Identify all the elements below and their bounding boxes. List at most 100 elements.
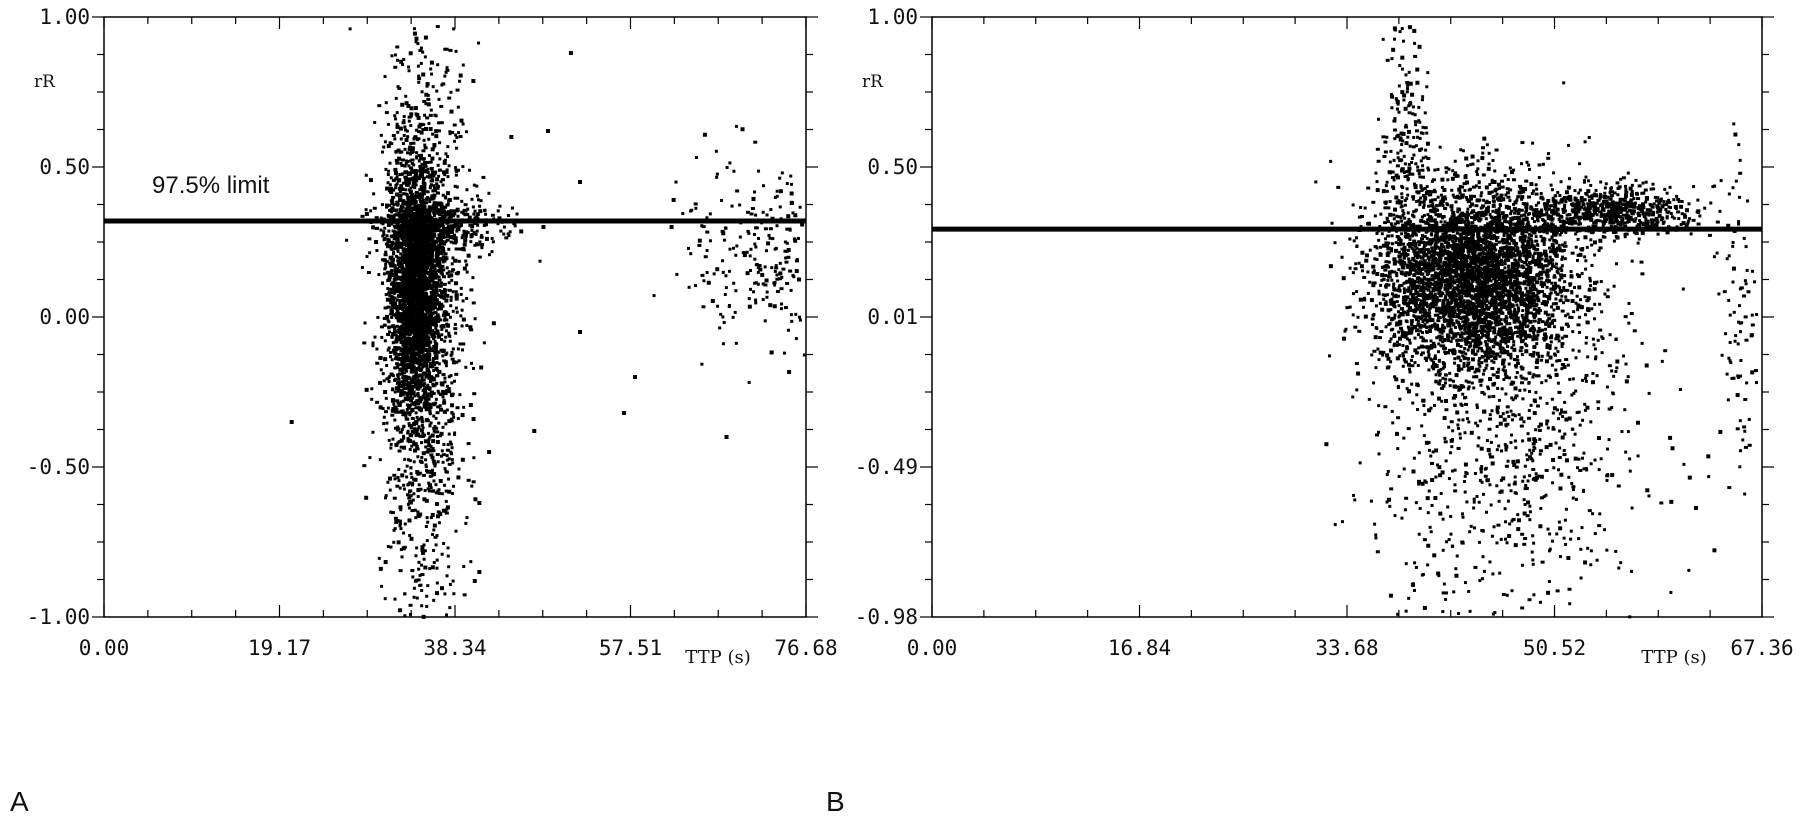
- data-point: [742, 254, 747, 258]
- data-point: [415, 367, 419, 371]
- data-point: [396, 178, 401, 183]
- data-point: [444, 364, 448, 368]
- data-point: [389, 355, 393, 359]
- data-point: [406, 339, 410, 343]
- data-point: [409, 370, 414, 374]
- data-point: [721, 315, 725, 319]
- data-point: [394, 213, 398, 217]
- data-point: [393, 301, 398, 306]
- data-point: [452, 379, 456, 383]
- data-point: [403, 522, 407, 526]
- data-point: [434, 203, 438, 207]
- data-point: [427, 137, 431, 141]
- data-point: [419, 314, 423, 318]
- data-point: [422, 497, 427, 502]
- data-point: [406, 391, 411, 395]
- data-point: [434, 326, 438, 330]
- data-point: [415, 314, 419, 318]
- data-point: [429, 160, 433, 164]
- data-point: [383, 339, 387, 343]
- data-point: [479, 235, 484, 239]
- data-point: [428, 358, 432, 362]
- data-point: [445, 266, 449, 270]
- data-point: [365, 255, 369, 259]
- data-point: [472, 456, 476, 460]
- data-point: [443, 592, 447, 596]
- data-point: [448, 390, 452, 394]
- data-point: [765, 290, 769, 294]
- data-point: [446, 202, 450, 206]
- data-point: [415, 326, 420, 330]
- data-point: [1521, 300, 1525, 304]
- data-point: [396, 238, 400, 242]
- data-point: [431, 349, 435, 353]
- data-point: [384, 250, 388, 254]
- data-point: [421, 330, 426, 334]
- data-point: [419, 385, 423, 389]
- data-point: [478, 242, 482, 246]
- data-point: [465, 270, 469, 274]
- data-point: [402, 436, 406, 440]
- data-point: [1530, 242, 1534, 246]
- data-point: [413, 181, 417, 185]
- data-point: [465, 130, 469, 134]
- data-point: [423, 242, 427, 246]
- data-point: [425, 245, 430, 250]
- data-point: [448, 606, 452, 610]
- data-point: [385, 186, 390, 191]
- data-point: [410, 509, 415, 513]
- data-point: [414, 235, 418, 239]
- data-point: [472, 183, 476, 187]
- data-point: [417, 567, 421, 571]
- data-point: [763, 265, 767, 269]
- data-point: [388, 476, 393, 480]
- data-point: [748, 254, 752, 258]
- data-point: [452, 415, 456, 419]
- data-point: [432, 275, 436, 279]
- data-point: [439, 121, 444, 125]
- data-point: [384, 428, 388, 432]
- data-point: [1367, 397, 1371, 401]
- data-point: [417, 159, 421, 163]
- data-point: [406, 324, 410, 328]
- data-point: [403, 332, 407, 336]
- data-point: [429, 318, 434, 322]
- data-point: [449, 209, 453, 213]
- data-point: [395, 202, 400, 206]
- data-point: [700, 362, 704, 366]
- data-point: [430, 290, 434, 294]
- data-point: [434, 272, 438, 276]
- data-point: [419, 299, 423, 303]
- data-point: [725, 165, 729, 169]
- data-point: [427, 437, 431, 441]
- data-point: [414, 345, 418, 349]
- data-point: [409, 501, 413, 505]
- data-point: [415, 546, 419, 550]
- data-point: [416, 488, 421, 493]
- data-point: [377, 556, 381, 560]
- data-point: [398, 256, 402, 260]
- data-point: [767, 233, 771, 237]
- data-point: [502, 232, 506, 236]
- data-point: [443, 293, 447, 297]
- data-point: [407, 518, 412, 523]
- data-point: [425, 604, 429, 608]
- data-point: [393, 65, 398, 69]
- data-point: [412, 246, 416, 250]
- data-point: [423, 488, 427, 492]
- data-point: [396, 85, 400, 89]
- data-point: [394, 290, 398, 294]
- data-point: [439, 407, 444, 412]
- data-point: [749, 268, 753, 272]
- data-point: [430, 229, 434, 233]
- plot-frame: [931, 16, 1763, 618]
- data-point: [386, 172, 390, 176]
- data-point: [445, 227, 449, 231]
- data-point: [448, 339, 452, 343]
- data-point: [412, 202, 416, 206]
- data-point: [400, 313, 404, 317]
- data-point: [435, 534, 439, 538]
- data-point: [389, 189, 394, 194]
- data-point: [1584, 341, 1588, 345]
- data-point: [404, 234, 408, 238]
